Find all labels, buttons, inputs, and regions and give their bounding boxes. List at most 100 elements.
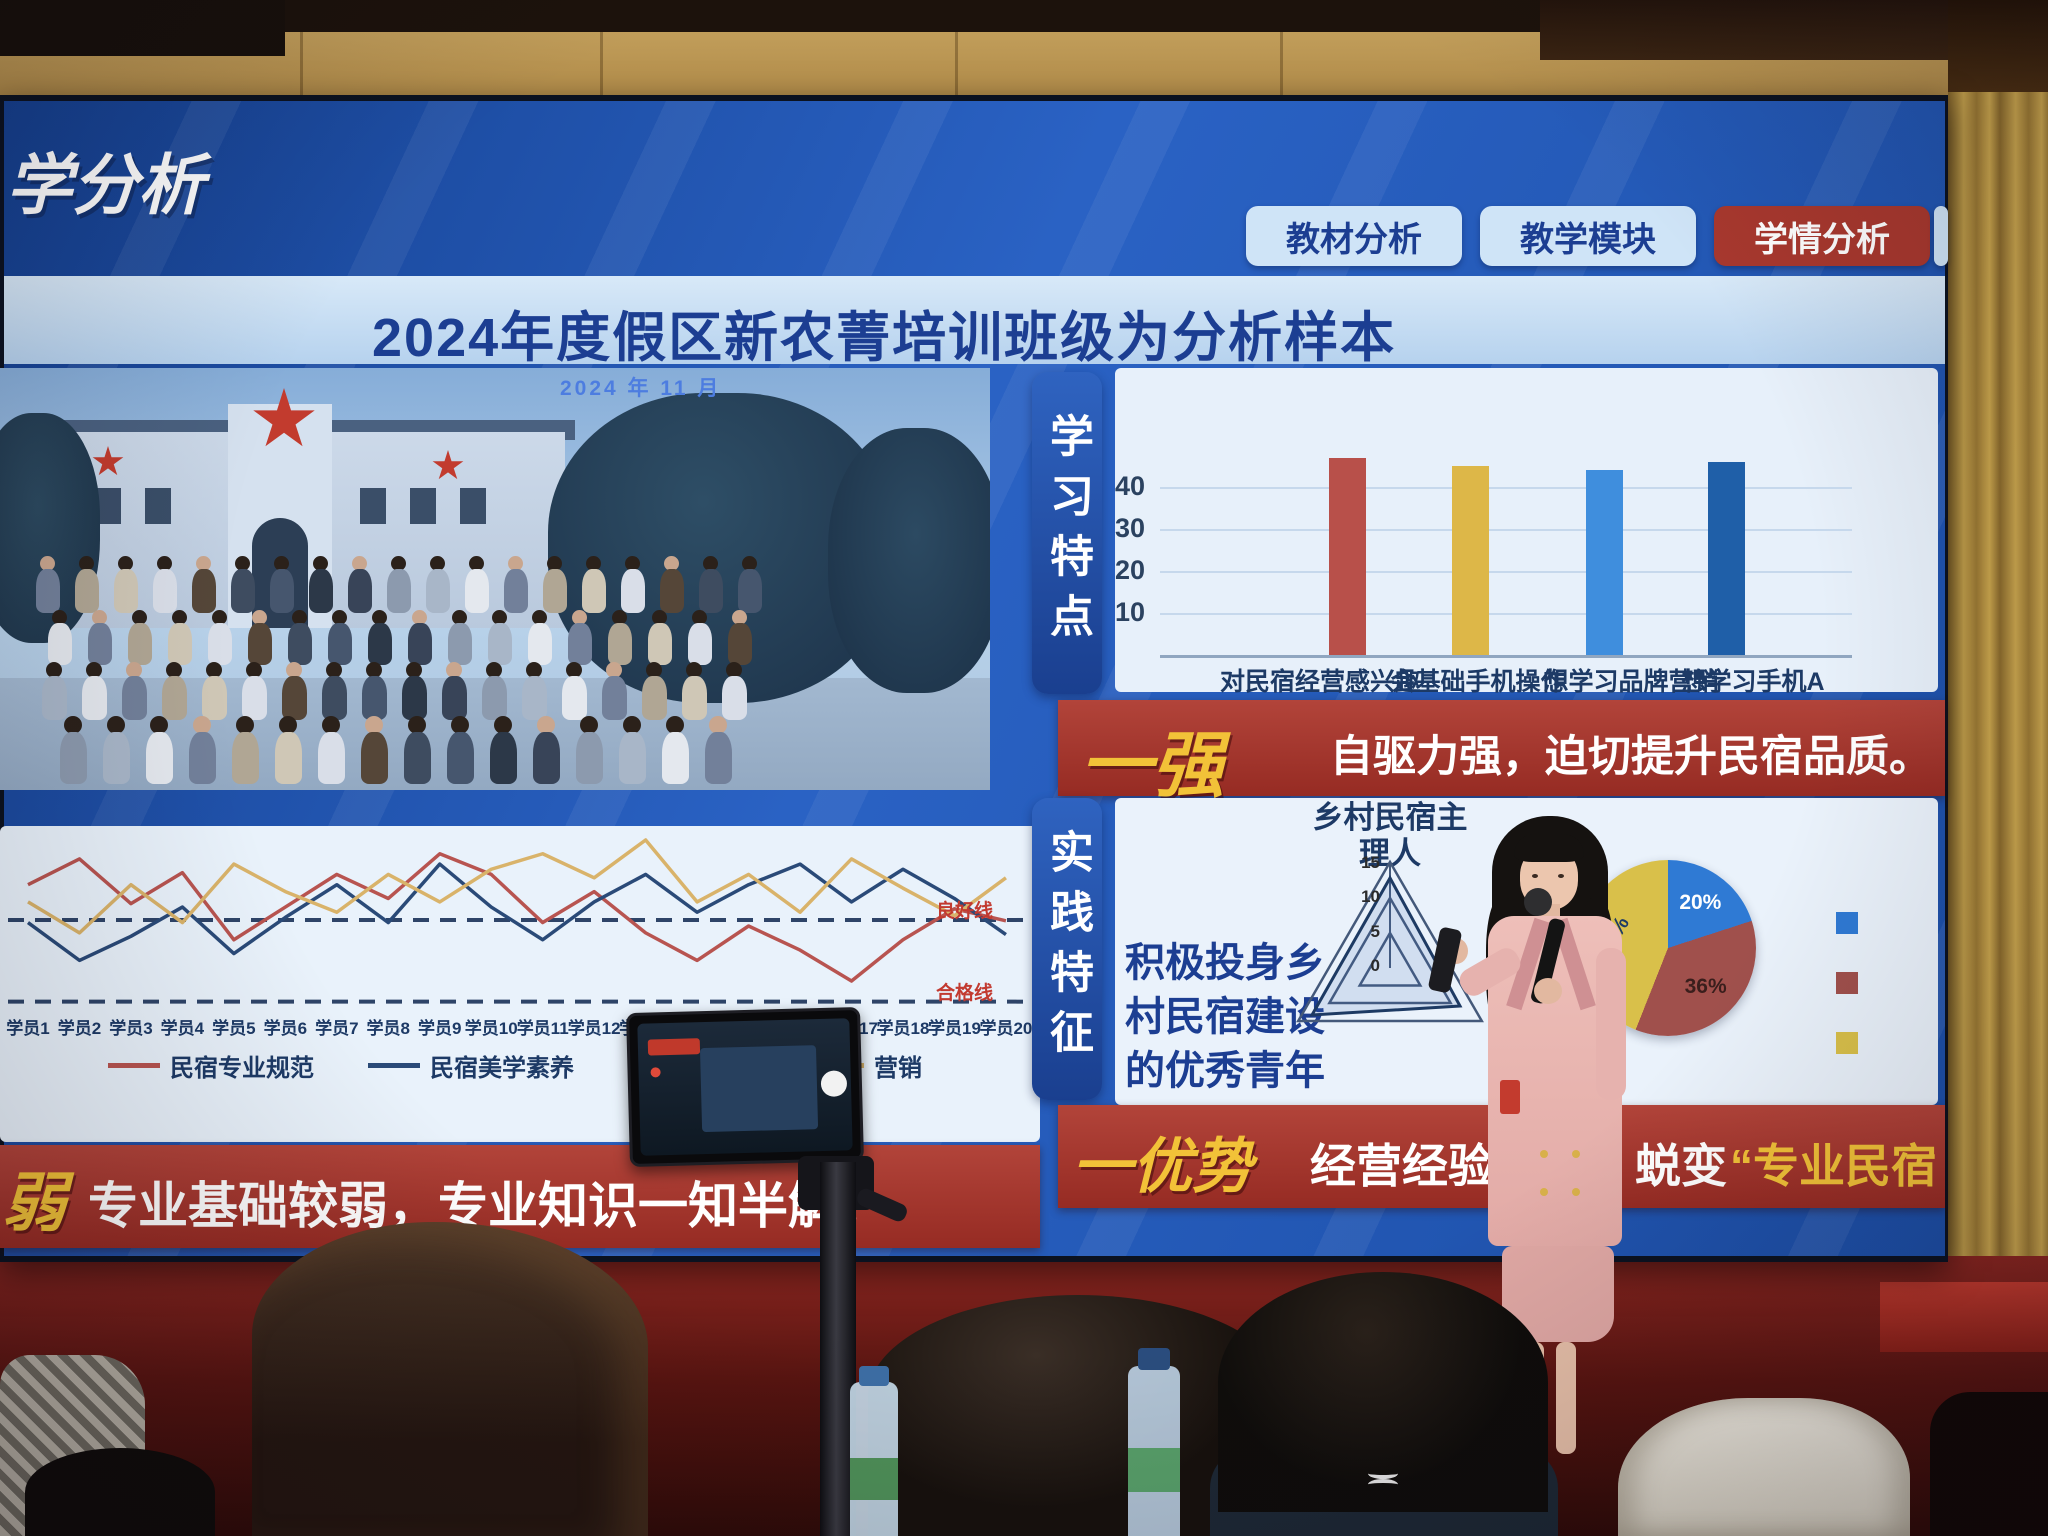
- bar-category-label: 想学习手机A: [1681, 668, 1825, 696]
- crowd-person-body: [408, 623, 432, 665]
- crowd-person-body: [328, 623, 352, 665]
- crowd-person-head: [118, 556, 133, 571]
- x-tick-label: 学员19: [927, 1019, 981, 1038]
- x-tick-label: 学员9: [418, 1019, 462, 1038]
- svg-text:5: 5: [1371, 922, 1380, 941]
- bar: [1329, 457, 1366, 655]
- crowd-person-head: [212, 610, 227, 625]
- ref-line-label: 合格线: [936, 982, 994, 1004]
- wall-seam: [300, 32, 303, 98]
- crowd-person-head: [107, 716, 125, 734]
- crowd-person-body: [402, 676, 427, 720]
- crowd-person-body: [728, 623, 752, 665]
- crowd-person-body: [275, 732, 302, 784]
- crowd-person-head: [732, 610, 747, 625]
- slide-corner-title: 学分析: [6, 148, 204, 222]
- crowd-person-body: [361, 732, 388, 784]
- bottle-label: [1128, 1448, 1180, 1492]
- crowd-person-body: [288, 623, 312, 665]
- legend-label: 民宿美学素养: [430, 1055, 574, 1082]
- svg-text:10: 10: [1361, 887, 1380, 906]
- practice-note-line: 村民宿建设: [1125, 995, 1325, 1039]
- crowd-person-body: [189, 732, 216, 784]
- crowd-person-head: [508, 556, 523, 571]
- banner-strong: [1058, 700, 1945, 796]
- jacket-button: [1572, 1188, 1580, 1196]
- crowd-person-body: [522, 676, 547, 720]
- presenter-badge: [1500, 1080, 1520, 1114]
- crowd-person-head: [623, 716, 641, 734]
- crowd-person-head: [79, 556, 94, 571]
- crowd-person-body: [608, 623, 632, 665]
- crowd-person-body: [242, 676, 267, 720]
- bar: [1452, 466, 1489, 655]
- crowd-person-body: [682, 676, 707, 720]
- legend-label: 民宿专业规范: [170, 1055, 314, 1082]
- photo-window: [145, 488, 171, 524]
- jacket-button: [1540, 1188, 1548, 1196]
- crowd-person-body: [42, 676, 67, 720]
- banner-weak-text: 专业基础较弱，专业知识一知半解。: [88, 1178, 888, 1234]
- crowd-person-head: [492, 610, 507, 625]
- crowd-person-body: [482, 676, 507, 720]
- bar-ytick: 40: [1114, 471, 1145, 501]
- practice-note-line: 积极投身乡: [1125, 941, 1325, 985]
- crowd-person-body: [231, 569, 255, 613]
- crowd-person-head: [236, 716, 254, 734]
- slide-title-band: [4, 276, 1945, 364]
- recording-phone: [626, 1006, 864, 1168]
- crowd-person-body: [705, 732, 732, 784]
- crowd-person-head: [46, 662, 62, 678]
- crowd-person-head: [686, 662, 702, 678]
- bottle-label: [850, 1458, 898, 1500]
- bar-gridline: [1160, 571, 1852, 573]
- crowd-person-body: [122, 676, 147, 720]
- x-tick-label: 学员12: [567, 1019, 621, 1038]
- svg-text:15: 15: [1361, 853, 1380, 872]
- crowd-person-body: [488, 623, 512, 665]
- x-tick-label: 学员5: [212, 1019, 256, 1038]
- presenter-eye: [1532, 874, 1538, 878]
- banner-weak-tag: 弱: [2, 1167, 66, 1239]
- crowd-person-head: [279, 716, 297, 734]
- crowd-person-body: [426, 569, 450, 613]
- crowd-person-head: [40, 556, 55, 571]
- curtain-valance: [1948, 0, 2048, 92]
- line-chart: 良好线 合格线 学员1 学员2 学员3 学员4 学员5 学员6 学员7 学员8 学员9 学员10 学员1…: [0, 826, 1040, 1142]
- bar-gridline: [1160, 529, 1852, 531]
- tab-partial: [1934, 206, 1948, 266]
- x-tick-label: 学员4: [160, 1019, 205, 1038]
- x-tick-label: 学员8: [366, 1019, 411, 1038]
- banner-advantage-frag-left: 经营经验: [1310, 1140, 1494, 1192]
- crowd-person-head: [652, 610, 667, 625]
- ref-line-label: 良好线: [936, 900, 994, 922]
- crowd-person-head: [372, 610, 387, 625]
- phone-screen: [637, 1018, 853, 1156]
- floor-shadow-corner: [1930, 1392, 2048, 1536]
- crowd-person-body: [322, 676, 347, 720]
- crowd-person-head: [406, 662, 422, 678]
- phone-screen-red-banner: [647, 1038, 701, 1056]
- crowd-person-head: [572, 610, 587, 625]
- crowd-person-head: [326, 662, 342, 678]
- crowd-person-body: [128, 623, 152, 665]
- wall-seam: [600, 32, 603, 98]
- bar: [1708, 461, 1745, 655]
- bar-category-label: 会基础手机操作: [1390, 668, 1566, 696]
- crowd-person-body: [348, 569, 372, 613]
- banquet-chair: [1618, 1398, 1910, 1536]
- tab-教学模块: 教学模块: [1480, 206, 1696, 266]
- x-tick-label: 学员7: [315, 1019, 359, 1038]
- bar-ytick: 30: [1114, 513, 1145, 543]
- crowd-person-head: [526, 662, 542, 678]
- record-indicator-icon: [650, 1067, 661, 1078]
- crowd-person-body: [619, 732, 646, 784]
- crowd-person-head: [537, 716, 555, 734]
- crowd-person-head: [252, 610, 267, 625]
- side-label-practice: 实践特征: [1032, 798, 1102, 1100]
- crowd-person-body: [442, 676, 467, 720]
- bar-category-label: 想学习品牌营销: [1543, 668, 1719, 696]
- audience-head-left: [252, 1222, 648, 1536]
- crowd-person-body: [282, 676, 307, 720]
- crowd-person-body: [36, 569, 60, 613]
